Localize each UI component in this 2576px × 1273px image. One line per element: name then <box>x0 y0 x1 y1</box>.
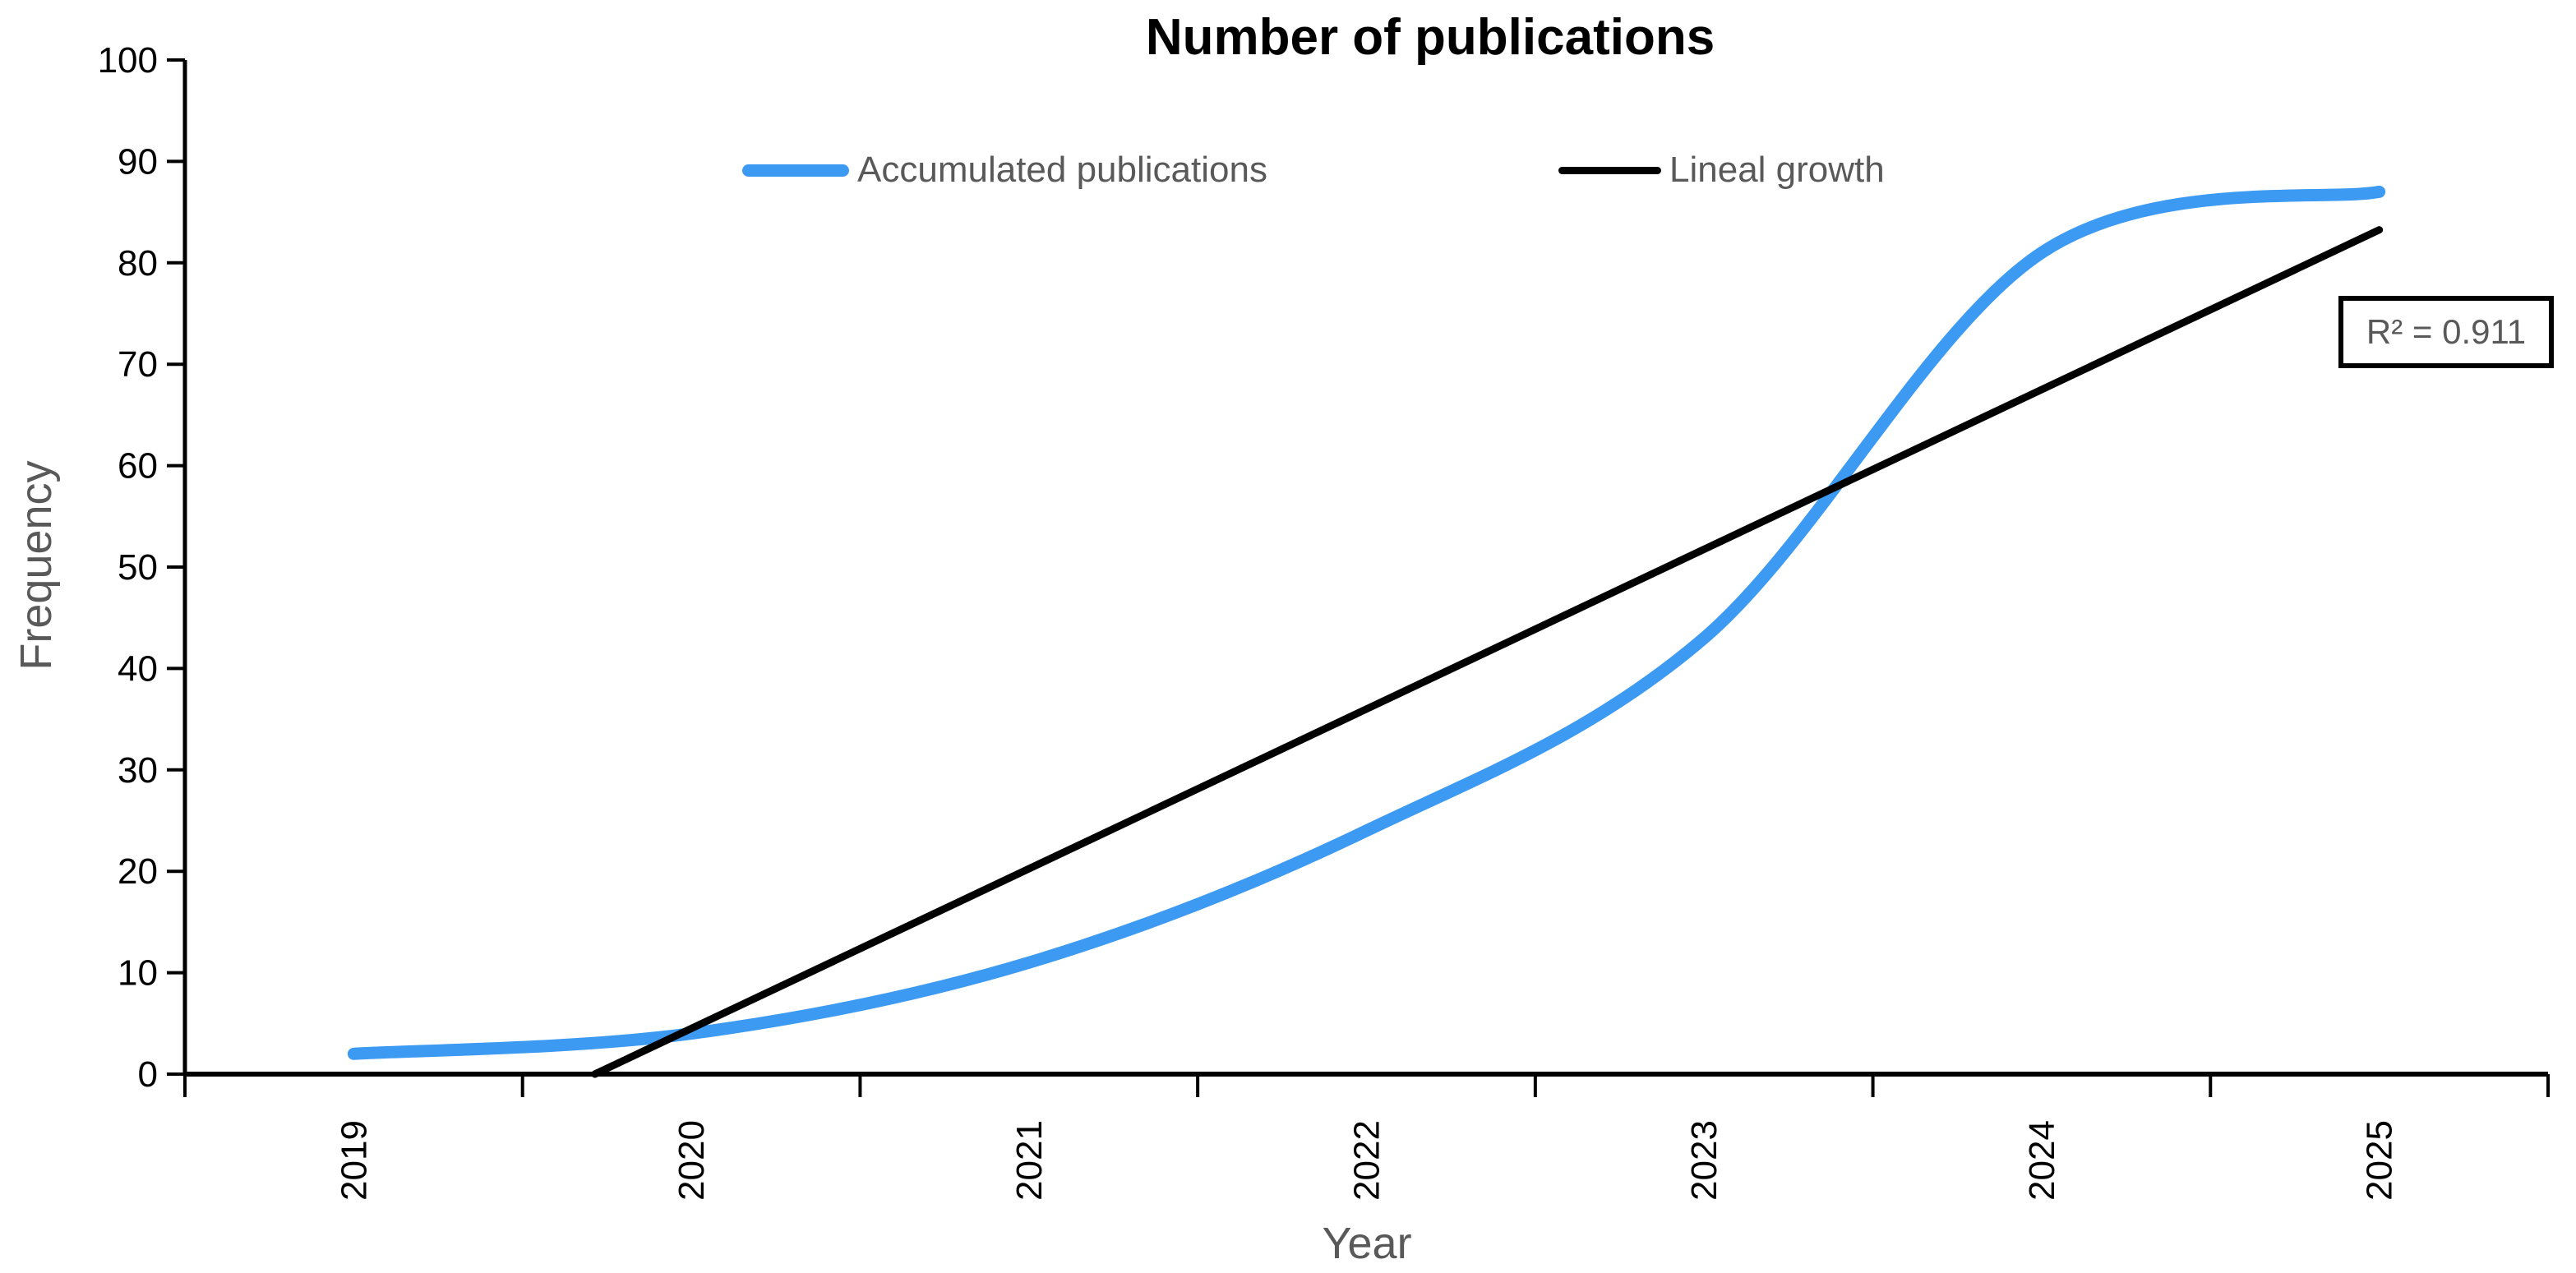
y-tick-label: 20 <box>118 851 158 892</box>
x-tick-label: 2024 <box>2022 1120 2062 1201</box>
legend-line-swatch-blue <box>742 164 849 177</box>
x-tick-label: 2023 <box>1684 1120 1724 1201</box>
y-tick-label: 50 <box>118 547 158 588</box>
y-tick-label: 60 <box>118 446 158 487</box>
chart-title: Number of publications <box>1145 9 1715 66</box>
x-tick-label: 2019 <box>334 1120 374 1201</box>
legend-item-accumulated-publications: Accumulated publications <box>742 150 1267 191</box>
r-squared-annotation: R² = 0.911 <box>2338 296 2554 368</box>
series-accumulated-publications <box>347 185 2386 1060</box>
y-tick-label: 30 <box>118 750 158 791</box>
y-tick-label: 70 <box>118 344 158 385</box>
x-tick-label: 2025 <box>2360 1120 2400 1201</box>
legend-label: Accumulated publications <box>857 150 1267 190</box>
x-tick-label: 2021 <box>1009 1120 1050 1201</box>
y-tick-label: 90 <box>118 141 158 182</box>
x-tick-label: 2020 <box>672 1120 712 1201</box>
legend-item-lineal-growth: Lineal growth <box>1558 150 1885 191</box>
y-tick-label: 0 <box>138 1054 158 1095</box>
y-tick-label: 80 <box>118 243 158 284</box>
x-axis-title: Year <box>1322 1219 1412 1268</box>
legend-line-swatch-black <box>1558 166 1661 174</box>
x-tick-label: 2022 <box>1347 1120 1387 1201</box>
y-tick-label: 40 <box>118 648 158 689</box>
legend-label: Lineal growth <box>1669 150 1885 190</box>
y-tick-label: 100 <box>98 40 158 81</box>
y-tick-label: 10 <box>118 953 158 994</box>
trendline-lineal-growth <box>591 226 2384 1078</box>
